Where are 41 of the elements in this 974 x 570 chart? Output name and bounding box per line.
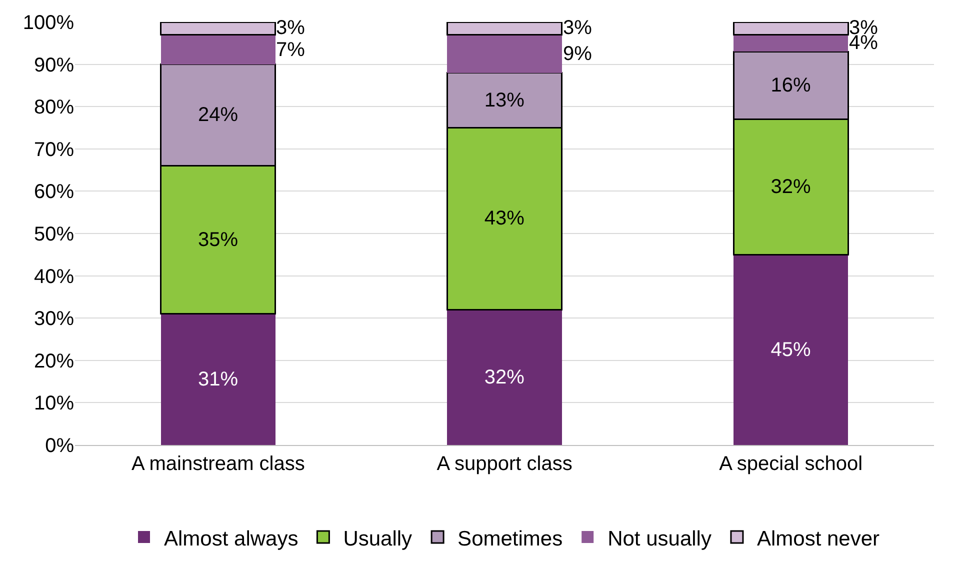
y-tick-label: 10% [34, 392, 74, 415]
bar [732, 22, 849, 36]
y-tick-label: 90% [34, 54, 74, 76]
x-tick-label: A support class [436, 453, 572, 475]
bar [446, 22, 563, 36]
y-tick-label: 80% [34, 96, 74, 119]
y-tick-label: 0% [45, 435, 74, 457]
legend-label: Almost always [164, 527, 298, 550]
data-label: 13% [484, 89, 525, 112]
x-tick-label: A mainstream class [131, 453, 305, 475]
bar [160, 34, 276, 64]
y-tick-label: 60% [34, 181, 74, 204]
bar [447, 310, 562, 445]
y-tick-label: 20% [34, 350, 74, 372]
data-label: 31% [198, 368, 238, 390]
data-label: 35% [198, 228, 238, 251]
data-label: 24% [198, 104, 238, 126]
data-label: 32% [770, 176, 811, 198]
data-label: 3% [276, 17, 306, 39]
data-label: 16% [770, 74, 811, 96]
y-tick-label: 40% [34, 266, 74, 288]
bar [734, 34, 848, 52]
bar [160, 314, 276, 445]
data-label: 9% [563, 43, 592, 65]
bar [160, 22, 276, 36]
data-label: 3% [563, 17, 592, 39]
data-label: 43% [484, 208, 525, 230]
data-label: 45% [770, 338, 811, 361]
legend-label: Sometimes [458, 527, 563, 550]
legend-label: Almost never [756, 527, 880, 550]
bar [734, 254, 848, 445]
legend-label: Usually [343, 527, 413, 550]
y-tick-label: 100% [22, 12, 74, 34]
x-tick-label: A special school [719, 453, 863, 475]
data-label: 32% [484, 366, 525, 388]
legend-label: Not usually [608, 527, 712, 550]
data-label: 7% [276, 39, 306, 61]
y-tick-label: 70% [34, 138, 74, 161]
bar [447, 34, 562, 73]
y-tick-label: 50% [34, 224, 74, 246]
y-tick-label: 30% [34, 308, 74, 330]
